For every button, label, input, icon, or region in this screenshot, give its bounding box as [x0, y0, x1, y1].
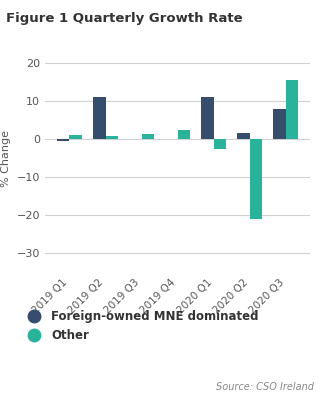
Bar: [106, 136, 118, 139]
Legend: Foreign-owned MNE dominated, Other: Foreign-owned MNE dominated, Other: [22, 310, 259, 342]
Text: Source: CSO Ireland: Source: CSO Ireland: [216, 382, 314, 392]
Bar: [237, 133, 250, 139]
Bar: [286, 80, 298, 139]
Text: Figure 1 Quarterly Growth Rate: Figure 1 Quarterly Growth Rate: [6, 12, 243, 25]
Bar: [178, 130, 190, 139]
Bar: [250, 139, 262, 219]
Bar: [69, 135, 82, 139]
Bar: [214, 139, 226, 148]
Bar: [57, 139, 69, 141]
Bar: [273, 109, 286, 139]
Bar: [93, 97, 106, 139]
Bar: [141, 134, 154, 139]
Bar: [201, 97, 214, 139]
Y-axis label: % Change: % Change: [1, 130, 11, 186]
